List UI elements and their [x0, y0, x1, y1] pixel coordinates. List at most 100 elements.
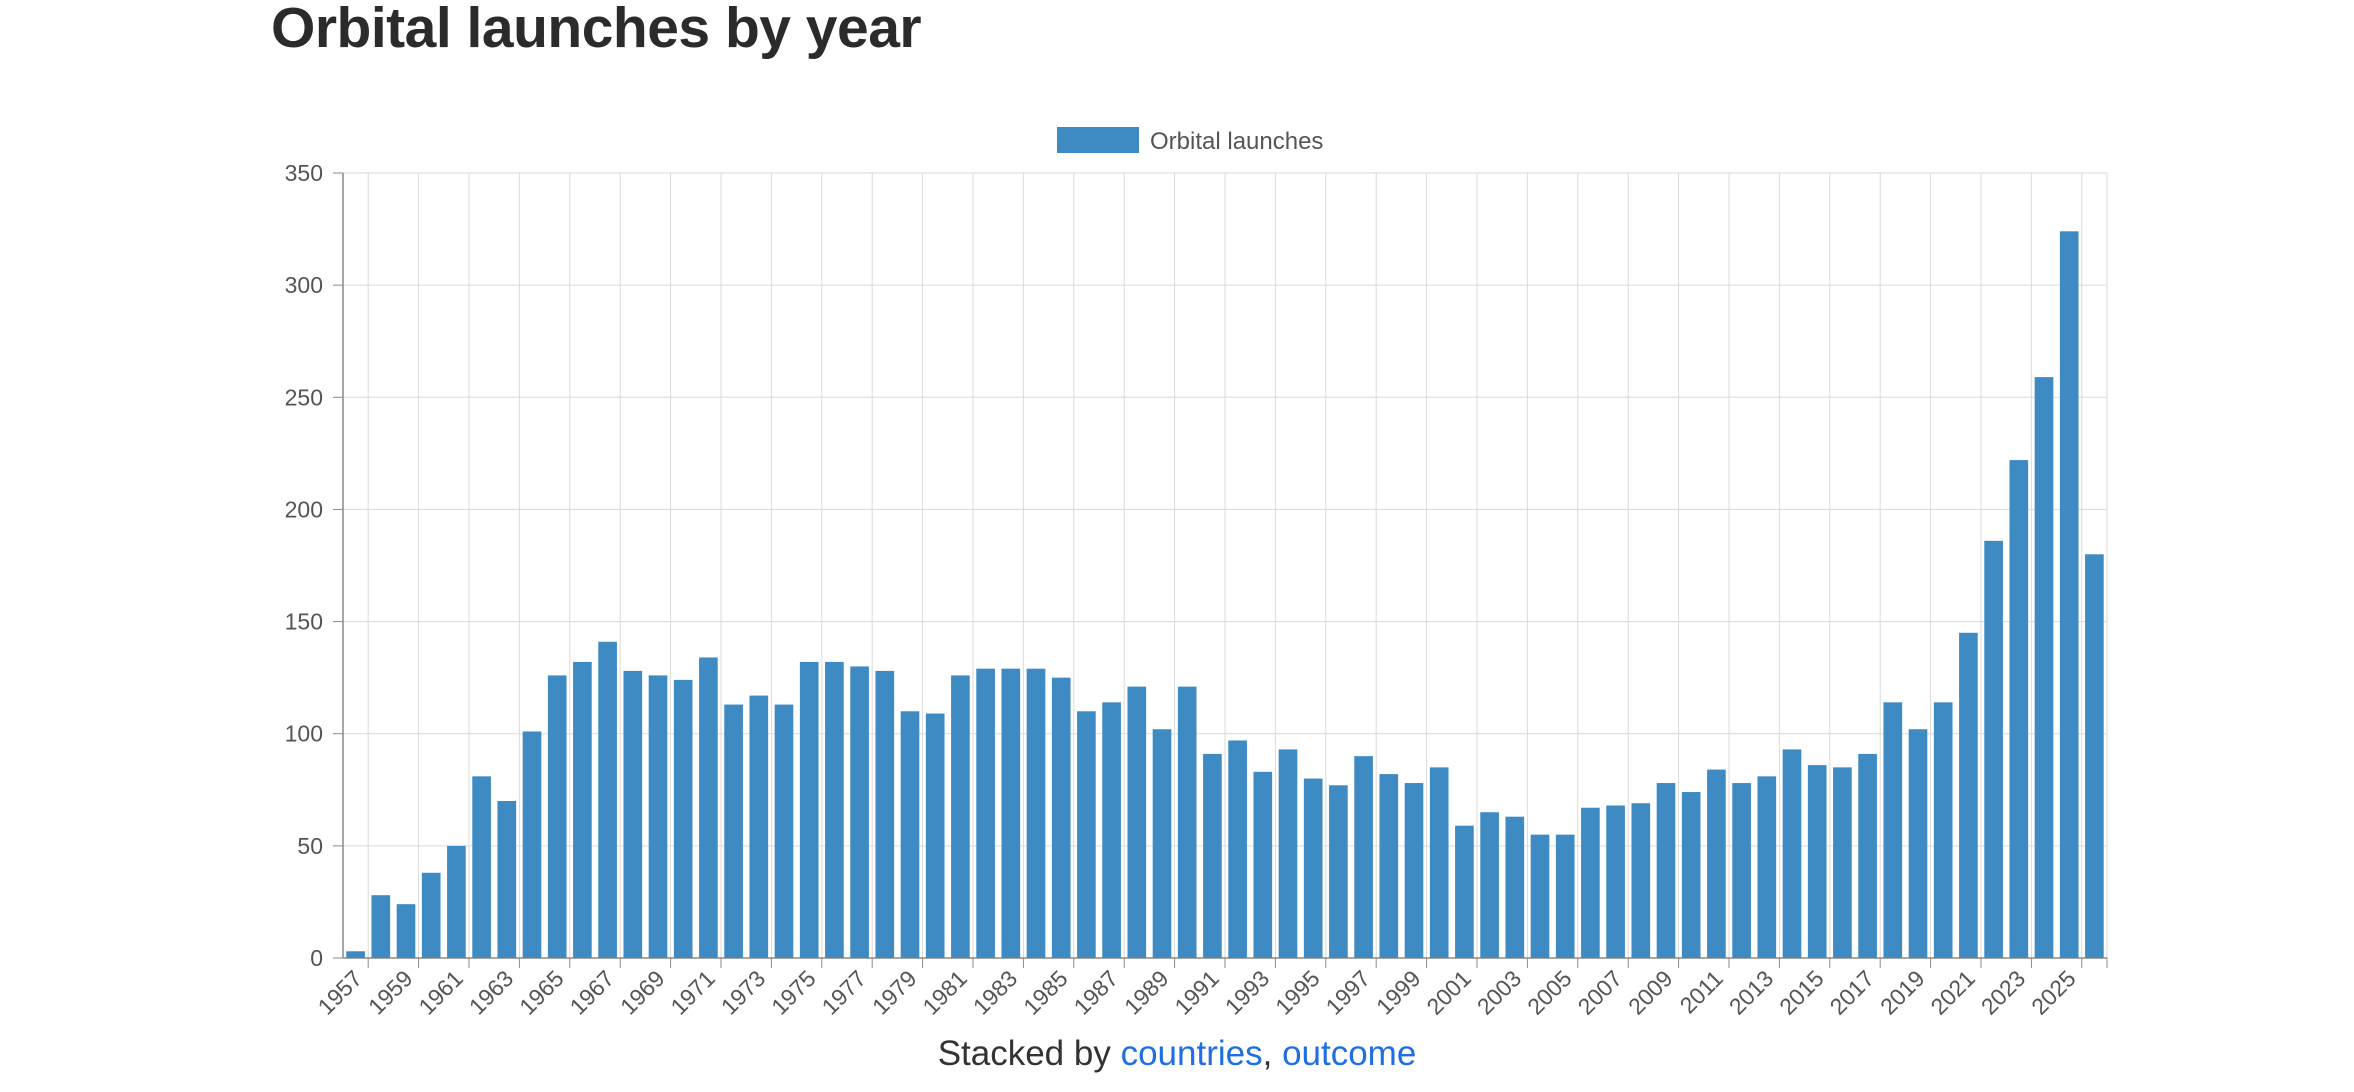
bar-2011: [1707, 769, 1726, 958]
x-tick-label: 1973: [716, 965, 771, 1020]
stack-by-outcome-link[interactable]: outcome: [1282, 1034, 1417, 1073]
bar-2017: [1858, 753, 1877, 958]
stacked-by-footer: Stacked by countries, outcome: [0, 1034, 2354, 1074]
bar-1995: [1303, 778, 1323, 958]
bar-2023: [2009, 460, 2029, 958]
x-tick-label: 1957: [313, 965, 368, 1020]
x-tick-label: 1999: [1371, 965, 1426, 1020]
bar-2016: [1833, 767, 1852, 958]
bar-2007: [1606, 805, 1625, 958]
x-tick-label: 1971: [665, 965, 720, 1020]
x-tick-label: 1969: [615, 965, 670, 1020]
x-tick-label: 1987: [1069, 965, 1124, 1020]
bar-2020: [1933, 702, 1953, 958]
y-tick-label: 0: [310, 945, 323, 971]
x-tick-label: 2011: [1675, 965, 1728, 1018]
bar-2024: [2034, 377, 2054, 959]
bar-1961: [447, 845, 466, 958]
x-tick-label: 2023: [1976, 965, 2031, 1020]
legend-label: Orbital launches: [1150, 128, 1323, 155]
x-tick-label: 1997: [1321, 965, 1376, 1020]
bar-1988: [1127, 686, 1147, 958]
bar-2018: [1883, 702, 1903, 958]
x-tick-label: 1991: [1169, 965, 1224, 1020]
x-tick-label: 1965: [514, 965, 569, 1020]
bar-1976: [825, 661, 844, 958]
bar-2010: [1681, 792, 1701, 958]
bar-2013: [1757, 776, 1777, 958]
bar-1990: [1177, 686, 1197, 958]
x-tick-label: 1963: [464, 965, 519, 1020]
bar-2026: [2085, 554, 2104, 958]
bar-2008: [1631, 803, 1651, 958]
bar-1970: [673, 679, 693, 958]
bar-1981: [951, 675, 970, 958]
bar-2019: [1908, 729, 1928, 958]
x-tick-label: 1975: [766, 965, 821, 1020]
x-tick-label: 2019: [1875, 965, 1930, 1020]
bar-2009: [1656, 783, 1676, 958]
bar-2004: [1530, 834, 1550, 958]
bar-1999: [1404, 783, 1424, 958]
x-tick-label: 2003: [1472, 965, 1527, 1020]
y-tick-label: 50: [297, 833, 323, 859]
bar-1992: [1228, 740, 1247, 958]
bar-2001: [1455, 825, 1474, 958]
x-tick-label: 2015: [1774, 965, 1829, 1020]
bar-1958: [371, 895, 391, 958]
bar-1987: [1102, 702, 1121, 958]
x-tick-label: 1985: [1018, 965, 1073, 1020]
bar-1965: [547, 675, 567, 958]
bar-2025: [2059, 231, 2079, 959]
y-tick-label: 350: [285, 160, 323, 186]
x-tick-label: 2001: [1421, 965, 1476, 1020]
bar-1993: [1253, 771, 1273, 958]
bar-1985: [1051, 677, 1071, 958]
x-tick-label: 2007: [1573, 965, 1628, 1020]
stack-by-countries-link[interactable]: countries: [1120, 1034, 1263, 1073]
bar-1960: [421, 872, 441, 958]
bar-1969: [648, 675, 668, 958]
bar-1984: [1026, 668, 1046, 958]
bar-1967: [598, 641, 617, 958]
bar-1986: [1077, 711, 1096, 958]
bar-1973: [749, 695, 769, 958]
bar-1983: [1001, 668, 1021, 958]
x-tick-label: 1993: [1220, 965, 1275, 1020]
bar-1974: [774, 704, 794, 958]
bar-1982: [976, 668, 995, 958]
bar-1959: [396, 904, 416, 958]
bar-1964: [522, 731, 542, 958]
bar-2014: [1782, 749, 1802, 958]
bar-2012: [1732, 783, 1751, 958]
x-tick-label: 1961: [413, 965, 468, 1020]
footer-separator: ,: [1262, 1034, 1283, 1073]
bar-1979: [900, 711, 920, 958]
bar-1966: [573, 661, 592, 958]
x-tick-label: 1981: [917, 965, 972, 1020]
bar-1994: [1278, 749, 1298, 958]
bar-1972: [724, 704, 743, 958]
bar-2005: [1555, 834, 1575, 958]
chart-legend: Orbital launches: [1057, 127, 1323, 155]
bar-1977: [850, 666, 869, 958]
bar-1998: [1379, 774, 1399, 958]
bar-1978: [875, 670, 895, 958]
bar-2002: [1480, 812, 1499, 958]
legend-swatch: [1057, 127, 1139, 153]
x-tick-label: 1977: [817, 965, 872, 1020]
y-tick-label: 200: [285, 496, 323, 522]
x-tick-label: 1989: [1119, 965, 1174, 1020]
bar-1975: [799, 661, 819, 958]
bar-1980: [925, 713, 945, 958]
bar-1997: [1354, 756, 1373, 958]
x-tick-label: 1983: [968, 965, 1023, 1020]
bar-2021: [1959, 632, 1978, 958]
y-tick-label: 250: [285, 384, 323, 410]
y-tick-label: 100: [285, 721, 323, 747]
bar-1971: [699, 657, 718, 958]
bar-1996: [1329, 785, 1348, 958]
x-tick-label: 2017: [1825, 965, 1880, 1020]
bar-1962: [472, 776, 491, 958]
